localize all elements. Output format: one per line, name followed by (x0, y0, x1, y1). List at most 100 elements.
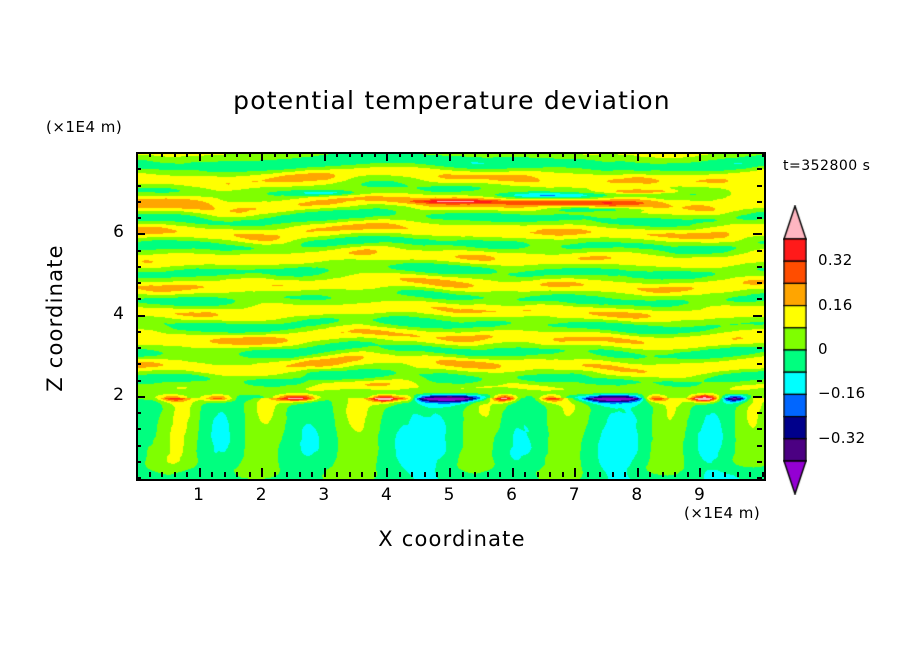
axis-tick (757, 168, 762, 171)
axis-tick (753, 314, 762, 317)
time-annotation: t=352800 s (783, 158, 871, 174)
contour-plot-area (136, 152, 766, 481)
axis-tick (136, 184, 141, 187)
axis-tick (757, 217, 762, 219)
axis-tick (223, 152, 226, 157)
colorbar-tick-label: −0.32 (818, 428, 866, 447)
axis-tick (757, 200, 762, 203)
axis-tick (361, 152, 364, 157)
x-tick-label: 4 (380, 485, 392, 505)
axis-tick (136, 200, 141, 203)
axis-tick (524, 152, 527, 157)
axis-tick (136, 249, 141, 252)
axis-tick (198, 468, 201, 477)
axis-tick (136, 298, 141, 301)
axis-tick (536, 472, 539, 477)
axis-tick (236, 472, 239, 477)
axis-tick (386, 152, 389, 161)
axis-tick (186, 472, 189, 477)
axis-tick (136, 444, 141, 447)
axis-tick (136, 363, 141, 366)
axis-tick (423, 472, 426, 477)
axis-tick (136, 379, 141, 382)
axis-tick (236, 152, 239, 157)
axis-tick (436, 472, 439, 477)
y-axis-units-label: (×1E4 m) (46, 118, 123, 136)
axis-tick (373, 152, 376, 157)
axis-tick (336, 152, 339, 157)
axis-tick (273, 152, 276, 157)
axis-tick (757, 460, 762, 463)
axis-tick (711, 472, 714, 477)
axis-tick (757, 428, 762, 431)
axis-tick (711, 152, 714, 157)
axis-tick (173, 152, 176, 157)
axis-tick (398, 152, 401, 157)
axis-tick (223, 472, 226, 477)
axis-tick (336, 472, 339, 477)
axis-tick (136, 347, 141, 349)
x-axis-units-label: (×1E4 m) (684, 504, 761, 522)
y-tick-label: 2 (113, 384, 124, 405)
axis-tick (486, 472, 489, 477)
axis-tick (161, 472, 164, 477)
axis-tick (311, 472, 314, 477)
axis-tick (273, 472, 276, 477)
axis-tick (624, 152, 627, 157)
axis-tick (757, 249, 762, 252)
axis-tick (499, 152, 502, 157)
axis-tick (211, 472, 214, 477)
axis-tick (136, 460, 141, 463)
axis-tick (136, 395, 145, 398)
x-tick-label: 5 (443, 485, 455, 505)
axis-tick (136, 282, 141, 284)
axis-tick (586, 472, 589, 477)
axis-tick (757, 477, 762, 479)
axis-tick (474, 472, 477, 477)
axis-tick (136, 330, 141, 333)
axis-tick (361, 472, 364, 477)
axis-tick (574, 468, 577, 477)
axis-tick (461, 472, 464, 477)
axis-tick (198, 152, 201, 161)
axis-tick (248, 472, 251, 477)
axis-tick (611, 152, 614, 157)
axis-tick (148, 472, 151, 477)
axis-tick (148, 152, 151, 157)
axis-tick (136, 217, 141, 219)
axis-tick (699, 468, 702, 477)
axis-tick (298, 472, 301, 477)
x-tick-label: 7 (568, 485, 580, 505)
axis-tick (636, 152, 639, 161)
colorbar-tick-label: 0 (818, 340, 828, 358)
axis-tick (524, 472, 527, 477)
axis-tick (136, 477, 141, 479)
axis-tick (136, 152, 138, 157)
axis-tick (649, 472, 652, 477)
x-tick-label: 6 (506, 485, 517, 505)
axis-tick (753, 395, 762, 398)
axis-tick (311, 152, 314, 157)
axis-tick (411, 152, 414, 157)
axis-tick (757, 444, 762, 447)
x-tick-label: 2 (255, 485, 267, 505)
axis-tick (757, 412, 762, 414)
axis-tick (286, 472, 289, 477)
axis-tick (499, 472, 502, 477)
axis-tick (161, 152, 164, 157)
axis-tick (411, 472, 414, 477)
axis-tick (561, 472, 564, 477)
axis-tick (286, 152, 289, 157)
axis-tick (661, 152, 664, 157)
axis-tick (211, 152, 214, 157)
axis-tick (136, 265, 141, 268)
axis-tick (674, 472, 677, 477)
y-axis-title: Z coordinate (43, 244, 67, 392)
axis-tick (686, 152, 689, 157)
axis-tick (261, 468, 264, 477)
axis-tick (436, 152, 439, 157)
y-tick-label: 6 (113, 222, 124, 243)
axis-tick (757, 298, 762, 301)
colorbar-gradient (783, 205, 807, 495)
axis-tick (749, 152, 752, 157)
